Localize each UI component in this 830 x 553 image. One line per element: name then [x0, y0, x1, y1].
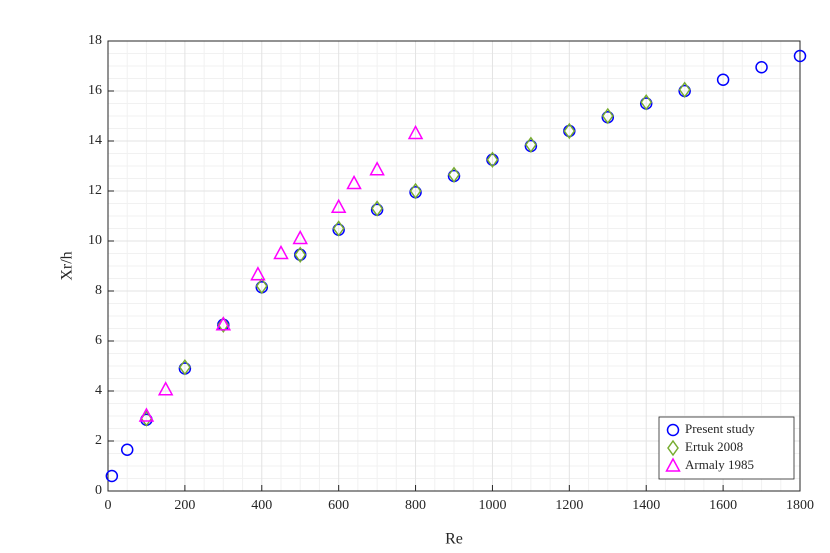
y-tick-label: 0 [95, 483, 102, 498]
data-point [524, 136, 537, 154]
plot-frame [107, 40, 801, 492]
legend-marker [665, 457, 681, 472]
x-tick-label: 1800 [786, 498, 814, 513]
data-point [563, 122, 576, 140]
y-tick-label: 8 [95, 283, 102, 298]
x-tick-label: 1400 [632, 498, 660, 513]
y-tick-label: 6 [95, 333, 102, 348]
data-point [330, 198, 347, 213]
data-point [640, 93, 653, 111]
legend-box [658, 416, 795, 480]
x-tick-label: 200 [174, 498, 195, 513]
x-tick-label: 0 [105, 498, 112, 513]
data-point [409, 182, 422, 200]
x-tick-label: 600 [328, 498, 349, 513]
data-point [755, 61, 768, 74]
data-point [255, 277, 268, 295]
y-tick-label: 4 [95, 383, 102, 398]
legend-label: Present study [685, 421, 755, 436]
y-tick-label: 2 [95, 433, 102, 448]
data-point [105, 469, 119, 483]
data-point [793, 49, 807, 63]
y-tick-label: 18 [88, 33, 102, 48]
x-tick-label: 800 [405, 498, 426, 513]
data-point [332, 220, 345, 237]
data-point [294, 246, 307, 264]
y-tick-label: 14 [88, 133, 102, 148]
data-point [250, 266, 266, 281]
legend-label: Armaly 1985 [685, 457, 754, 472]
data-point [448, 166, 460, 184]
data-point [486, 151, 499, 169]
data-point [273, 244, 289, 260]
data-point [371, 200, 384, 217]
x-tick-label: 1200 [555, 498, 583, 513]
x-axis-label: Re [445, 531, 463, 548]
data-point [215, 316, 232, 331]
data-point [601, 107, 614, 125]
y-axis-label: Xr/h [59, 251, 76, 280]
data-point [678, 81, 691, 99]
data-point [407, 124, 424, 140]
legend-marker [667, 439, 679, 457]
data-point [292, 229, 308, 245]
y-tick-label: 16 [88, 83, 102, 98]
data-point [138, 407, 155, 422]
data-point [716, 73, 730, 86]
x-tick-label: 1600 [709, 498, 737, 513]
legend-label: Ertuk 2008 [685, 439, 743, 454]
data-point [369, 161, 385, 176]
x-tick-label: 400 [251, 498, 272, 513]
x-tick-label: 1000 [478, 498, 506, 513]
data-point [120, 443, 134, 456]
data-point [178, 358, 191, 376]
data-point [346, 174, 362, 190]
y-tick-label: 12 [88, 183, 102, 198]
legend-marker [666, 423, 680, 437]
data-point [157, 381, 174, 396]
y-tick-label: 10 [88, 233, 102, 248]
